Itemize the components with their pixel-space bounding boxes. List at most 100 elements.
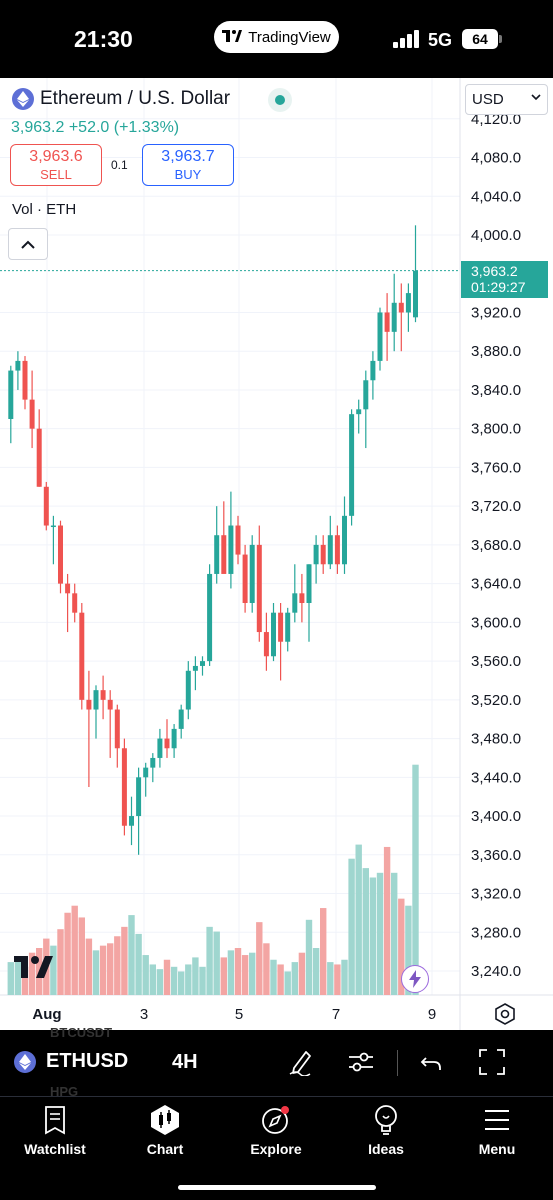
volume-bar xyxy=(206,926,213,995)
nav-watchlist[interactable]: Watchlist xyxy=(0,1103,110,1157)
nav-label: Chart xyxy=(146,1141,184,1157)
volume-bar xyxy=(178,971,185,995)
sell-price: 3,963.6 xyxy=(29,148,83,165)
status-time: 21:30 xyxy=(74,26,133,52)
bar-countdown: 01:29:27 xyxy=(471,279,526,295)
y-axis-tick-label: 3,840.0 xyxy=(471,382,521,399)
y-axis-tick-label: 3,480.0 xyxy=(471,731,521,748)
signal-icon xyxy=(393,30,421,48)
volume-bar xyxy=(128,915,135,995)
lightning-icon[interactable] xyxy=(401,965,429,993)
candle-body xyxy=(43,486,49,526)
candle-body xyxy=(249,544,255,603)
tradingview-logo-icon xyxy=(222,29,243,46)
x-axis-tick-label: 7 xyxy=(332,1006,340,1023)
candlestick-chart[interactable]: 4,120.0 4,080.0 4,040.0 4,000.0 3,920.0 3,880… xyxy=(0,78,553,1030)
volume-bar xyxy=(298,952,306,995)
lightbulb-icon xyxy=(331,1103,441,1137)
volume-bar xyxy=(7,962,14,995)
ethereum-icon xyxy=(12,88,34,110)
candle-body xyxy=(235,525,241,555)
home-indicator[interactable] xyxy=(178,1185,376,1190)
candle-body xyxy=(207,573,213,662)
last-price-tag: 3,963.2 01:29:27 xyxy=(461,261,548,298)
currency-value: USD xyxy=(472,91,504,108)
currency-select[interactable]: USD xyxy=(465,84,548,115)
x-axis-tick-label: Aug xyxy=(32,1006,61,1023)
volume-bar xyxy=(249,952,256,995)
candle-body xyxy=(214,535,220,574)
volume-bar xyxy=(114,936,121,995)
symbol-title[interactable]: Ethereum / U.S. Dollar xyxy=(12,88,230,110)
volume-bar xyxy=(78,917,85,995)
candle-body xyxy=(356,409,362,415)
page-title: Ethereum / U.S. Dollar xyxy=(40,88,231,109)
volume-bar xyxy=(14,957,22,995)
volume-bar xyxy=(348,858,355,995)
buy-button[interactable]: 3,963.7 BUY xyxy=(142,144,234,186)
candle-body xyxy=(86,699,92,710)
collapse-button[interactable] xyxy=(8,228,48,260)
y-axis-tick-label: 3,600.0 xyxy=(471,614,521,631)
ghost-symbol-bottom: HPG xyxy=(50,1084,79,1099)
volume-bar xyxy=(405,905,412,995)
y-axis-tick-label: 4,120.0 xyxy=(471,111,521,128)
tradingview-watermark-icon[interactable] xyxy=(14,956,54,985)
indicators-sliders-icon[interactable] xyxy=(347,1048,375,1081)
volume-bar xyxy=(391,872,398,995)
symbol-label: ETHUSD xyxy=(46,1050,129,1072)
candle-body xyxy=(306,564,312,603)
candle-body xyxy=(114,709,120,749)
y-axis-tick-label: 3,680.0 xyxy=(471,537,521,554)
chevron-down-icon xyxy=(531,93,541,104)
volume-bar xyxy=(85,938,93,995)
candle-body xyxy=(398,302,404,313)
interval-button[interactable]: 4H xyxy=(172,1051,198,1073)
y-axis-tick-label: 3,800.0 xyxy=(471,421,521,438)
volume-bar xyxy=(185,964,192,995)
sell-button[interactable]: 3,963.6 SELL xyxy=(10,144,102,186)
y-axis-tick-label: 4,000.0 xyxy=(471,227,521,244)
volume-bar xyxy=(376,872,384,995)
battery-icon: 64 xyxy=(462,29,502,49)
volume-bar xyxy=(57,929,64,995)
network-type: 5G xyxy=(428,30,453,50)
candle-body xyxy=(320,544,326,565)
candle-body xyxy=(121,748,127,826)
candle-body xyxy=(405,293,411,313)
hamburger-icon xyxy=(442,1103,552,1137)
candle-body xyxy=(413,270,418,318)
app-pill[interactable]: TradingView xyxy=(214,21,339,53)
volume-bar xyxy=(355,844,362,995)
nav-label: Menu xyxy=(478,1141,516,1157)
nav-chart[interactable]: Chart xyxy=(110,1103,220,1157)
y-axis-tick-label: 3,520.0 xyxy=(471,692,521,709)
volume-bar xyxy=(71,905,78,995)
volume-bar xyxy=(277,964,284,995)
candle-body xyxy=(299,593,305,603)
volume-indicator-label[interactable]: Vol · ETH xyxy=(12,201,77,218)
candle-body xyxy=(36,428,42,487)
volume-bar xyxy=(412,764,419,995)
candle-body xyxy=(136,777,142,817)
candle-body xyxy=(100,690,106,700)
bottom-nav: Watchlist Chart Explore Ideas Menu xyxy=(0,1096,553,1200)
candle-body xyxy=(377,312,383,361)
volume-bar xyxy=(291,962,298,995)
nav-ideas[interactable]: Ideas xyxy=(331,1103,441,1157)
price-change: 3,963.2 +52.0 (+1.33%) xyxy=(11,119,180,136)
symbol-button[interactable]: ETHUSD xyxy=(14,1050,128,1073)
y-axis-tick-label: 3,400.0 xyxy=(471,808,521,825)
nav-menu[interactable]: Menu xyxy=(442,1103,552,1157)
drawing-pen-icon[interactable] xyxy=(288,1048,314,1081)
undo-icon[interactable] xyxy=(420,1048,444,1081)
fullscreen-icon[interactable] xyxy=(478,1048,506,1081)
watchlist-icon xyxy=(0,1103,110,1137)
y-axis-tick-label: 3,880.0 xyxy=(471,343,521,360)
volume-bar xyxy=(327,962,334,995)
volume-bar xyxy=(142,955,149,995)
nav-explore[interactable]: Explore xyxy=(221,1103,331,1157)
settings-hexagon-icon[interactable] xyxy=(493,1002,517,1030)
chart-area[interactable]: 4,120.0 4,080.0 4,040.0 4,000.0 3,920.0 3,880… xyxy=(0,78,553,1030)
y-axis-tick-label: 3,440.0 xyxy=(471,769,521,786)
